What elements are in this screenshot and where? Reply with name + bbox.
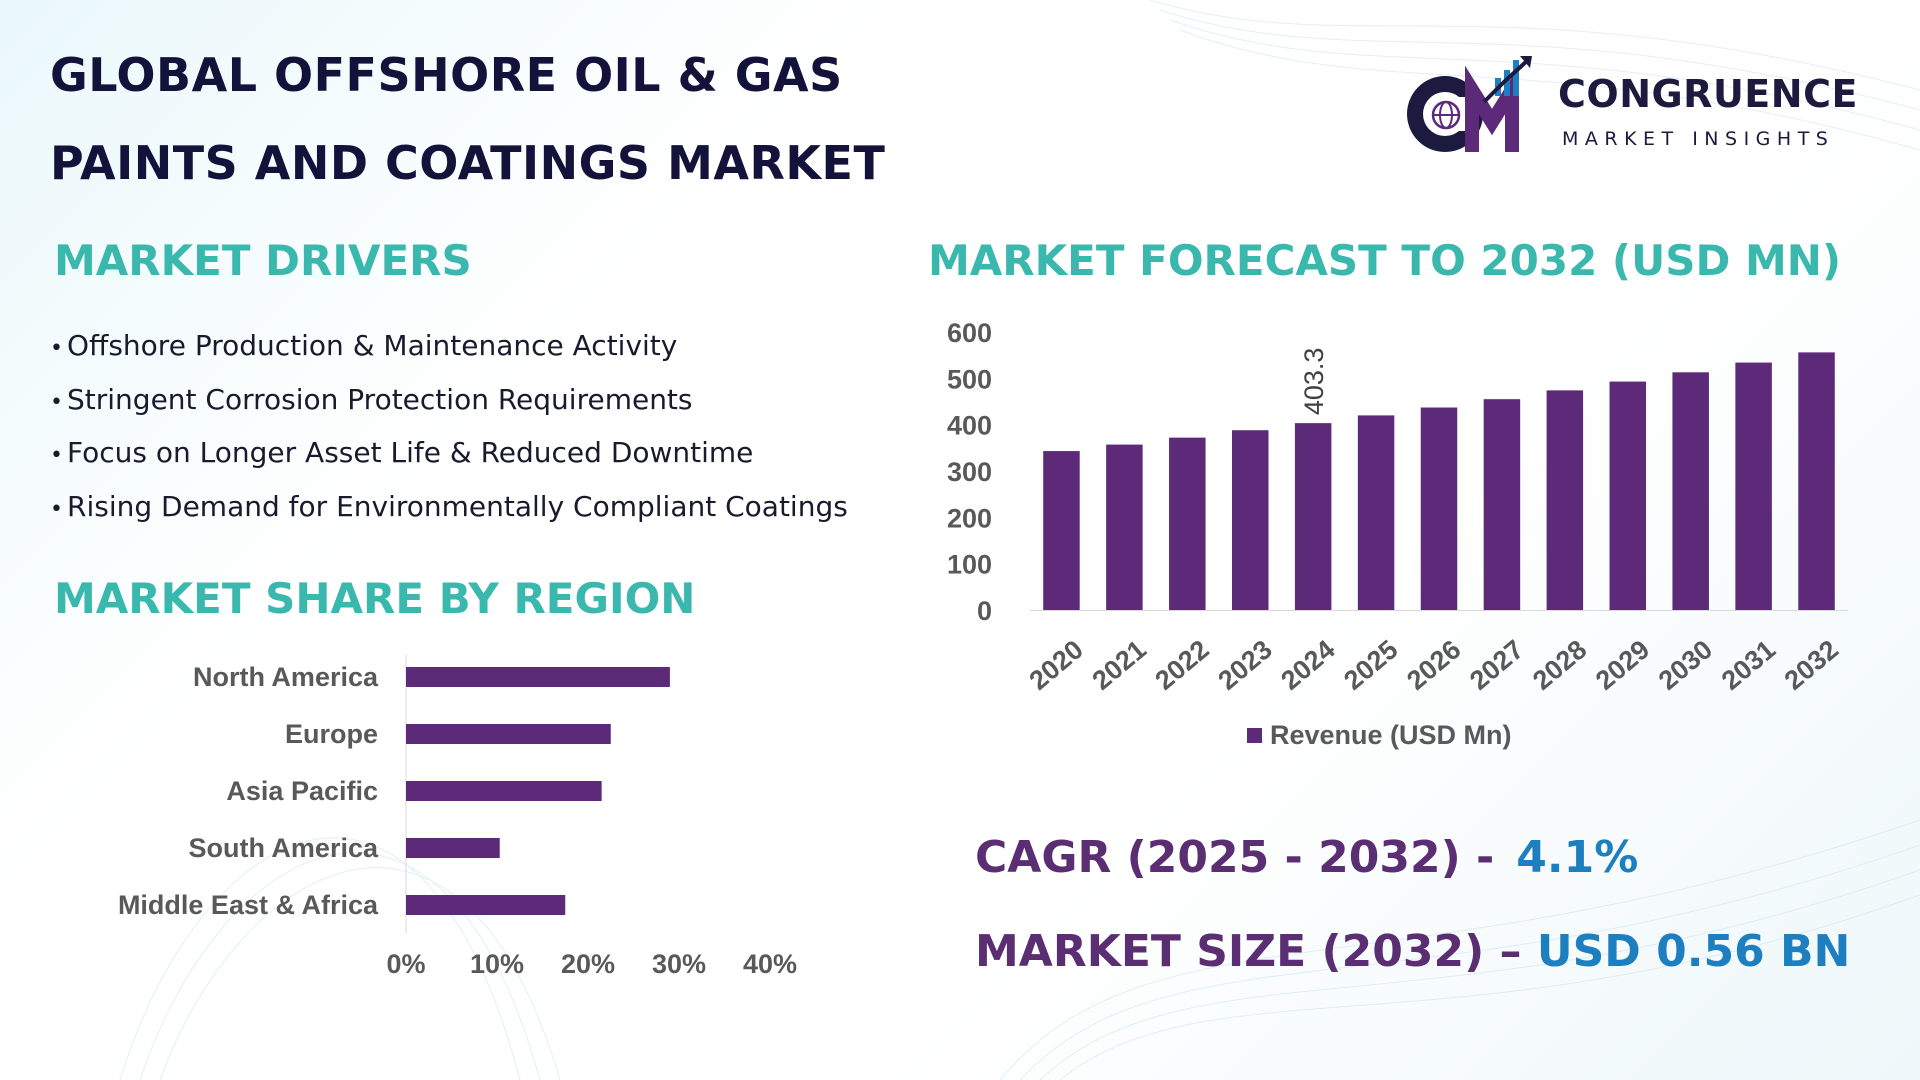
- logo-wordmark: CONGRUENCE: [1558, 72, 1858, 116]
- forecast-y-tick-label: 200: [947, 503, 992, 533]
- forecast-x-tick-label: 2029: [1590, 634, 1655, 696]
- forecast-bar: [1672, 372, 1709, 610]
- market-drivers-heading: MARKET DRIVERS: [54, 236, 472, 285]
- forecast-y-tick-label: 0: [977, 596, 992, 626]
- cagr-label: CAGR (2025 - 2032) -: [975, 832, 1495, 883]
- region-bar: [406, 781, 602, 801]
- driver-text: Stringent Corrosion Protection Requireme…: [67, 382, 693, 416]
- company-logo: CONGRUENCE MARKET INSIGHTS: [1400, 52, 1870, 162]
- forecast-x-tick-label: 2020: [1024, 634, 1089, 696]
- legend-label: Revenue (USD Mn): [1270, 720, 1512, 750]
- driver-text: Focus on Longer Asset Life & Reduced Dow…: [67, 436, 754, 469]
- forecast-bar: [1609, 381, 1647, 610]
- forecast-y-tick-label: 400: [947, 411, 992, 441]
- forecast-y-tick-label: 300: [947, 457, 992, 487]
- market-share-heading: MARKET SHARE BY REGION: [54, 574, 696, 623]
- forecast-x-tick-label: 2026: [1401, 634, 1466, 696]
- driver-item: • Stringent Corrosion Protection Requirem…: [50, 382, 693, 416]
- region-x-tick-label: 30%: [652, 949, 706, 979]
- forecast-x-tick-label: 2030: [1653, 634, 1718, 696]
- market-size-stat: MARKET SIZE (2032) – USD 0.56 BN: [975, 926, 1850, 977]
- region-share-chart: North America Europe Asia Pacific South Ame…: [118, 655, 797, 979]
- forecast-y-tick-label: 100: [947, 550, 992, 580]
- forecast-data-label: 403.3: [1299, 348, 1329, 416]
- market-size-value: USD 0.56 BN: [1536, 926, 1851, 977]
- region-bar: [406, 724, 611, 744]
- market-size-label: MARKET SIZE (2032) –: [975, 926, 1522, 977]
- cagr-value: 4.1%: [1516, 832, 1639, 883]
- cm-monogram-icon: [1407, 56, 1532, 152]
- region-category-label: Middle East & Africa: [118, 890, 379, 920]
- region-x-tick-label: 40%: [743, 949, 797, 979]
- forecast-bar: [1546, 390, 1584, 610]
- forecast-x-tick-label: 2025: [1338, 634, 1403, 696]
- region-category-label: Europe: [285, 719, 378, 749]
- driver-item: • Focus on Longer Asset Life & Reduced Do…: [50, 436, 754, 469]
- forecast-bar: [1106, 444, 1143, 610]
- legend-swatch: [1247, 728, 1262, 743]
- forecast-x-tick-label: 2028: [1527, 634, 1592, 696]
- drivers-list: • Offshore Production & Maintenance Activ…: [50, 322, 848, 536]
- forecast-x-tick-label: 2021: [1087, 634, 1152, 696]
- forecast-bar: [1735, 362, 1772, 610]
- forecast-bar: [1294, 423, 1332, 610]
- forecast-bar: [1043, 451, 1080, 610]
- page-title-line-1: GLOBAL OFFSHORE OIL & GAS: [50, 48, 843, 102]
- forecast-bar: [1231, 430, 1269, 610]
- driver-item: • Rising Demand for Environmentally Compl…: [50, 489, 848, 523]
- region-category-label: South America: [188, 833, 379, 863]
- logo-tagline: MARKET INSIGHTS: [1562, 128, 1835, 150]
- region-category-label: North America: [193, 662, 379, 692]
- forecast-bar: [1169, 437, 1206, 610]
- driver-item: • Offshore Production & Maintenance Activ…: [50, 329, 678, 362]
- region-x-tick-label: 10%: [470, 949, 524, 979]
- forecast-x-tick-label: 2032: [1779, 634, 1844, 696]
- forecast-x-tick-label: 2027: [1464, 634, 1529, 696]
- region-bar: [406, 667, 670, 687]
- forecast-bar: [1798, 352, 1835, 610]
- forecast-x-tick-label: 2031: [1716, 634, 1781, 696]
- driver-text: Rising Demand for Environmentally Compli…: [67, 489, 848, 523]
- region-x-tick-label: 0%: [386, 949, 425, 979]
- page-title-line-2: PAINTS AND COATINGS MARKET: [50, 136, 886, 190]
- forecast-x-tick-label: 2024: [1275, 634, 1340, 696]
- region-bar: [406, 838, 500, 858]
- forecast-bar: [1483, 399, 1521, 610]
- forecast-y-tick-label: 600: [947, 318, 992, 348]
- cagr-stat: CAGR (2025 - 2032) - 4.1%: [975, 832, 1638, 883]
- forecast-y-tick-label: 500: [947, 364, 992, 394]
- forecast-bar: [1420, 407, 1458, 610]
- region-category-label: Asia Pacific: [226, 776, 378, 806]
- forecast-x-tick-label: 2023: [1212, 634, 1277, 696]
- region-bar: [406, 895, 566, 915]
- forecast-x-tick-label: 2022: [1149, 634, 1214, 696]
- forecast-bar: [1357, 415, 1395, 610]
- market-forecast-heading: MARKET FORECAST TO 2032 (USD MN): [928, 236, 1842, 285]
- region-x-tick-label: 20%: [561, 949, 615, 979]
- driver-text: Offshore Production & Maintenance Activi…: [67, 329, 678, 362]
